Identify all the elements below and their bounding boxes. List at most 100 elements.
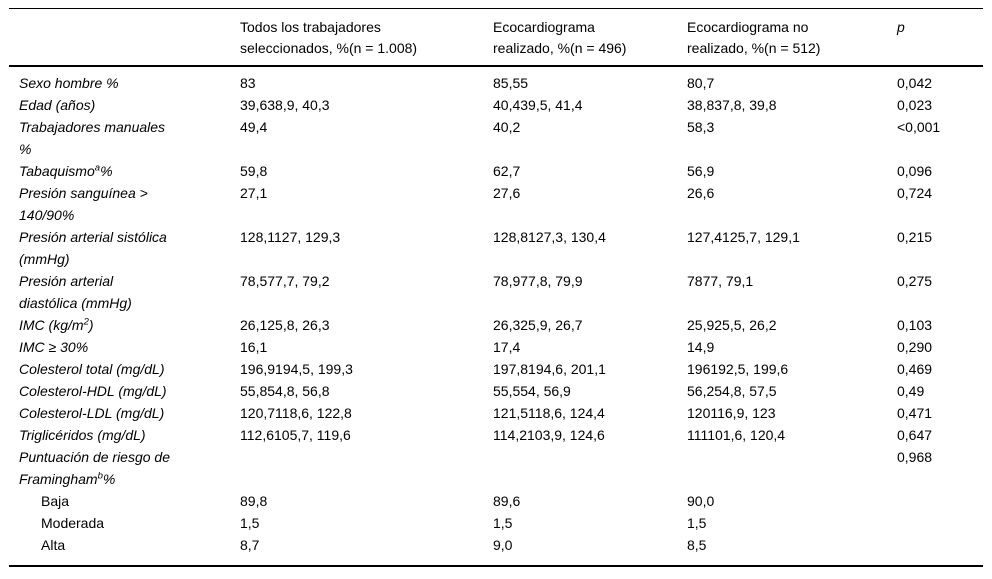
row-label-cell: Tabaquismoa%	[9, 160, 240, 182]
cell-value: 26,6	[687, 185, 715, 201]
cell-value: 1,5	[493, 515, 513, 531]
value-cell: 196,9194,5, 199,3	[240, 358, 493, 380]
value-cell: 40,2	[493, 116, 687, 160]
value-cell: 85,55	[493, 66, 687, 94]
cell-value: 0,103	[897, 317, 933, 333]
cell-value: 128,8127,3, 130,4	[493, 229, 606, 245]
value-cell: 0,042	[897, 66, 983, 94]
footnote-marker: b	[97, 470, 103, 482]
cell-value: 83	[240, 75, 256, 91]
row-label-suffix: )	[88, 317, 94, 333]
cell-value: 26,325,9, 26,7	[493, 317, 583, 333]
table-row: Presión arterial diastólica (mmHg) 78,577…	[9, 270, 983, 314]
row-label: Colesterol-LDL (mg/dL)	[19, 405, 165, 421]
row-label: Sexo hombre %	[19, 75, 119, 91]
value-cell: 0,647	[897, 424, 983, 446]
cell-value: 38,837,8, 39,8	[687, 97, 777, 113]
value-cell: 120116,9, 123	[687, 402, 897, 424]
table-row: Presión sanguínea > 140/90% 27,1 27,6 26,6 0…	[9, 182, 983, 226]
row-label-cell: Colesterol-LDL (mg/dL)	[9, 402, 240, 424]
cell-value: 27,6	[493, 185, 521, 201]
table-header-row: Todos los trabajadores seleccionados, %(…	[9, 8, 983, 67]
value-cell: 17,4	[493, 336, 687, 358]
column-header-text: p	[897, 19, 905, 35]
cell-value: 55,554, 56,9	[493, 383, 571, 399]
cell-value: 17,4	[493, 339, 521, 355]
column-header	[9, 8, 240, 67]
value-cell: 16,1	[240, 336, 493, 358]
value-cell: 0,49	[897, 380, 983, 402]
value-cell: 0,096	[897, 160, 983, 182]
cell-value: 112,6105,7, 119,6	[240, 427, 351, 443]
cell-value: 14,9	[687, 339, 715, 355]
cell-value: 80,7	[687, 75, 715, 91]
table-row: Alta 8,7 9,0 8,5	[9, 534, 983, 567]
column-header-text: Ecocardiograma realizado, %(n = 496)	[493, 19, 627, 56]
row-label: Colesterol total (mg/dL)	[19, 361, 165, 377]
value-cell: 0,215	[897, 226, 983, 270]
value-cell: 89,6	[493, 490, 687, 512]
cell-value: 114,2103,9, 124,6	[493, 427, 605, 443]
row-label-cell: Baja	[9, 490, 240, 512]
value-cell	[687, 446, 897, 490]
cell-value: 16,1	[240, 339, 268, 355]
row-label-cell: Edad (años)	[9, 94, 240, 116]
row-label: Triglicéridos (mg/dL)	[19, 427, 146, 443]
table-row: Colesterol-LDL (mg/dL) 120,7118,6, 122,8 1…	[9, 402, 983, 424]
value-cell	[493, 446, 687, 490]
cell-value: 7877, 79,1	[687, 273, 754, 289]
footnote-marker: a	[94, 162, 101, 174]
row-label-cell: Trabajadores manuales %	[9, 116, 240, 160]
cell-value: 127,4125,7, 129,1	[687, 229, 800, 245]
row-label-suffix: %	[100, 163, 113, 179]
row-label-cell: Sexo hombre %	[9, 66, 240, 94]
value-cell: 114,2103,9, 124,6	[493, 424, 687, 446]
value-cell: 58,3	[687, 116, 897, 160]
value-cell: 25,925,5, 26,2	[687, 314, 897, 336]
cell-value: 120116,9, 123	[687, 405, 776, 421]
cell-value: 59,8	[240, 163, 268, 179]
value-cell: 40,439,5, 41,4	[493, 94, 687, 116]
cell-value: 56,254,8, 57,5	[687, 383, 777, 399]
value-cell: 0,471	[897, 402, 983, 424]
cell-value: 196,9194,5, 199,3	[240, 361, 353, 377]
value-cell: 90,0	[687, 490, 897, 512]
row-label-cell: Moderada	[9, 512, 240, 534]
cell-value: 78,577,7, 79,2	[240, 273, 330, 289]
cell-value: 89,6	[493, 493, 521, 509]
value-cell	[897, 534, 983, 567]
value-cell: 83	[240, 66, 493, 94]
cell-value: 89,8	[240, 493, 268, 509]
cell-value: 8,5	[687, 537, 707, 553]
cell-value: 58,3	[687, 119, 715, 135]
value-cell: 0,023	[897, 94, 983, 116]
value-cell: 0,275	[897, 270, 983, 314]
table-row: IMC (kg/m2) 26,125,8, 26,3 26,325,9, 26,7 2…	[9, 314, 983, 336]
cell-value: 128,1127, 129,3	[240, 229, 341, 245]
cell-value: 196192,5, 199,6	[687, 361, 789, 377]
value-cell: 128,8127,3, 130,4	[493, 226, 687, 270]
cell-value: 40,2	[493, 119, 521, 135]
cell-value: 55,854,8, 56,8	[240, 383, 330, 399]
value-cell	[897, 512, 983, 534]
value-cell: 0,469	[897, 358, 983, 380]
row-label-cell: Puntuación de riesgo de Framinghamb%	[9, 446, 240, 490]
table-row: Presión arterial sistólica (mmHg) 128,112…	[9, 226, 983, 270]
value-cell: 78,977,8, 79,9	[493, 270, 687, 314]
column-header-p: p	[897, 8, 983, 67]
value-cell: 55,854,8, 56,8	[240, 380, 493, 402]
value-cell: 80,7	[687, 66, 897, 94]
value-cell: 49,4	[240, 116, 493, 160]
row-label-cell: IMC (kg/m2)	[9, 314, 240, 336]
baseline-characteristics-table: Todos los trabajadores seleccionados, %(…	[9, 8, 983, 567]
value-cell: 1,5	[687, 512, 897, 534]
value-cell: 26,6	[687, 182, 897, 226]
value-cell: 62,7	[493, 160, 687, 182]
cell-value: 0,023	[897, 97, 933, 113]
cell-value: 0,49	[897, 383, 925, 399]
value-cell: 26,325,9, 26,7	[493, 314, 687, 336]
cell-value: 0,215	[897, 229, 933, 245]
cell-value: 197,8194,6, 201,1	[493, 361, 606, 377]
cell-value: 0,275	[897, 273, 933, 289]
